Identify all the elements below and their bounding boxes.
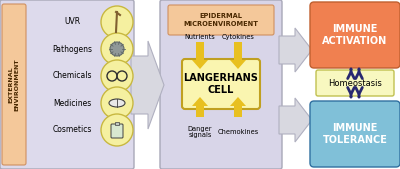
Text: LANGERHANS
CELL: LANGERHANS CELL	[184, 73, 258, 95]
Polygon shape	[230, 97, 246, 106]
FancyBboxPatch shape	[168, 5, 274, 35]
Text: EPIDERMAL
MICROENVIROMENT: EPIDERMAL MICROENVIROMENT	[184, 14, 258, 27]
Circle shape	[101, 114, 133, 146]
Text: IMMUNE
ACTIVATION: IMMUNE ACTIVATION	[322, 24, 388, 46]
Text: Chemicals: Chemicals	[52, 71, 92, 80]
Text: Cosmetics: Cosmetics	[52, 126, 92, 135]
FancyBboxPatch shape	[115, 122, 119, 125]
Text: Pathogens: Pathogens	[52, 44, 92, 54]
FancyBboxPatch shape	[310, 2, 400, 68]
Text: Nutrients: Nutrients	[185, 34, 215, 40]
Circle shape	[101, 6, 133, 38]
FancyBboxPatch shape	[196, 42, 204, 60]
Text: Danger
signals: Danger signals	[188, 126, 212, 139]
FancyBboxPatch shape	[316, 70, 394, 96]
FancyBboxPatch shape	[111, 124, 123, 138]
Polygon shape	[131, 41, 164, 129]
Polygon shape	[279, 98, 312, 142]
FancyBboxPatch shape	[310, 101, 400, 167]
Circle shape	[101, 87, 133, 119]
Polygon shape	[279, 28, 312, 72]
Polygon shape	[192, 60, 208, 69]
Text: IMMUNE
TOLERANCE: IMMUNE TOLERANCE	[322, 123, 388, 145]
FancyBboxPatch shape	[160, 0, 282, 169]
Polygon shape	[230, 60, 246, 69]
Circle shape	[101, 33, 133, 65]
Text: EXTERNAL
ENVIRONMENT: EXTERNAL ENVIRONMENT	[8, 59, 20, 111]
Circle shape	[110, 42, 124, 56]
FancyBboxPatch shape	[2, 4, 26, 165]
Circle shape	[101, 60, 133, 92]
FancyBboxPatch shape	[196, 106, 204, 117]
Text: Medicines: Medicines	[53, 99, 91, 107]
FancyBboxPatch shape	[234, 42, 242, 60]
FancyBboxPatch shape	[0, 0, 134, 169]
Text: Cytokines: Cytokines	[222, 34, 254, 40]
Ellipse shape	[109, 99, 125, 107]
FancyBboxPatch shape	[182, 59, 260, 109]
Text: Chemokines: Chemokines	[217, 129, 259, 135]
FancyBboxPatch shape	[234, 106, 242, 117]
Polygon shape	[192, 97, 208, 106]
Text: UVR: UVR	[64, 18, 80, 27]
Text: Homeostasis: Homeostasis	[328, 78, 382, 88]
